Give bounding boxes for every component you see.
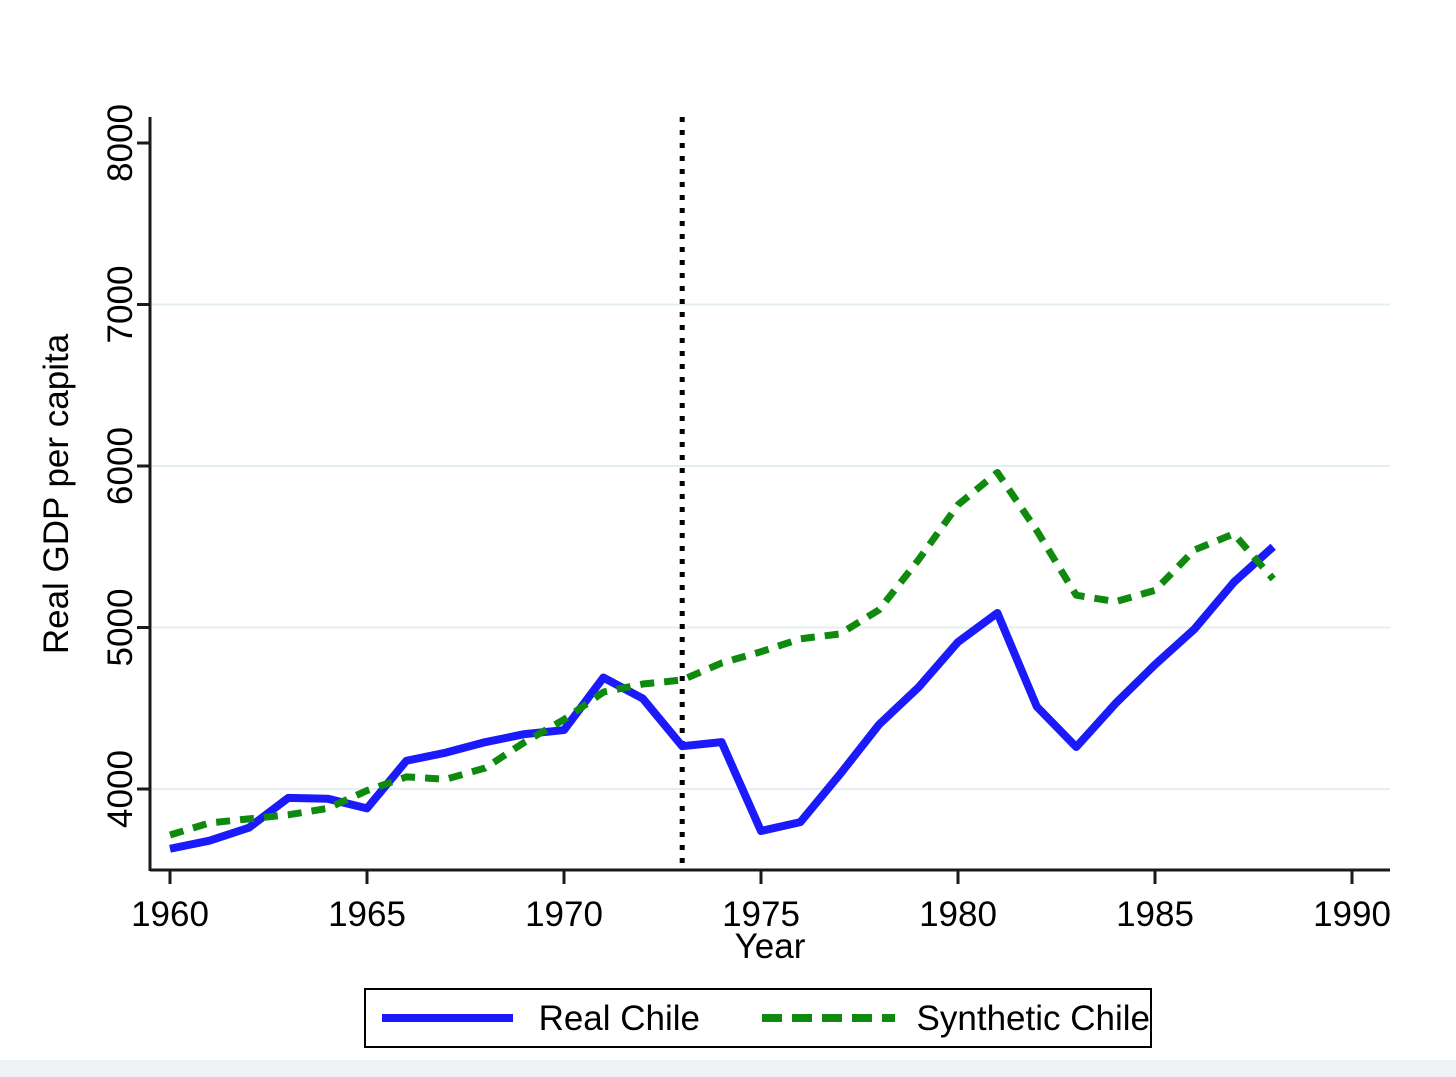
x-tick-label: 1970 (525, 895, 603, 934)
bottom-strip (0, 1060, 1456, 1077)
y-axis-title: Real GDP per capita (37, 333, 76, 654)
x-tick-label: 1990 (1313, 895, 1391, 934)
x-axis-title: Year (735, 927, 806, 966)
x-tick-label: 1980 (919, 895, 997, 934)
y-tick-label: 5000 (101, 589, 140, 667)
y-tick-label: 6000 (101, 427, 140, 505)
y-tick-label: 8000 (101, 104, 140, 182)
legend-label-real-chile: Real Chile (538, 998, 701, 1038)
synthetic-chile-line (168, 468, 1276, 839)
y-tick-label: 7000 (101, 266, 140, 344)
x-tick-label: 1975 (722, 895, 800, 934)
x-tick-label: 1985 (1116, 895, 1194, 934)
legend: Real Chile Synthetic Chile (364, 988, 1152, 1048)
real-chile-line-sample (382, 1014, 513, 1022)
legend-label-synthetic-chile: Synthetic Chile (916, 998, 1150, 1038)
x-tick-label: 1965 (328, 895, 406, 934)
x-tick-label: 1960 (131, 895, 209, 934)
y-tick-label: 4000 (101, 750, 140, 828)
synthetic-chile-line-sample (762, 1014, 895, 1022)
real-chile-line (169, 543, 1276, 853)
